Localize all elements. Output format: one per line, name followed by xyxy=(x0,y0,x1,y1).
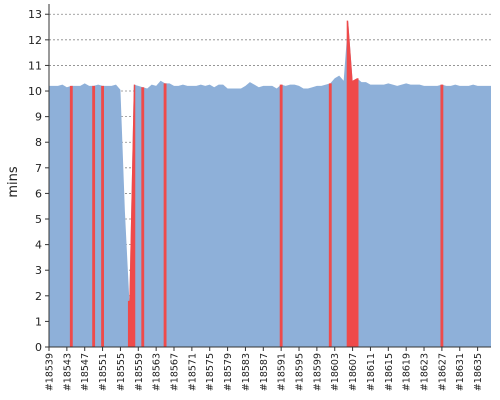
x-tick-label: #18627 xyxy=(437,353,448,391)
x-tick-label: #18563 xyxy=(152,353,163,391)
failed-build-mark xyxy=(141,87,145,347)
x-axis-ticks: #18539 #18543 #18547 #18551 #18555 #18559 #185… xyxy=(45,347,484,391)
x-tick-label: #18559 xyxy=(134,353,145,391)
failed-build-mark xyxy=(101,85,105,347)
duration-area xyxy=(49,20,491,347)
y-tick-label: 6 xyxy=(35,187,42,200)
x-tick-label: #18599 xyxy=(312,353,323,391)
x-tick-label: #18571 xyxy=(187,353,198,391)
area-layer xyxy=(49,20,491,347)
x-tick-label: #18575 xyxy=(205,353,216,391)
x-tick-label: #18555 xyxy=(116,353,127,391)
y-tick-label: 13 xyxy=(28,8,42,21)
y-tick-label: 8 xyxy=(35,136,42,149)
failed-build-mark xyxy=(328,83,332,348)
y-tick-label: 7 xyxy=(35,162,42,175)
failed-build-mark xyxy=(69,85,73,347)
x-tick-label: #18591 xyxy=(277,353,288,391)
failed-build-mark xyxy=(92,85,96,347)
y-tick-label: 11 xyxy=(28,59,42,72)
y-tick-label: 4 xyxy=(35,239,42,252)
x-tick-label: #18579 xyxy=(223,353,234,391)
x-tick-label: #18547 xyxy=(80,353,91,391)
x-tick-label: #18615 xyxy=(384,353,395,391)
failed-build-mark xyxy=(440,84,444,347)
failed-build-mark xyxy=(163,83,167,348)
x-tick-label: #18619 xyxy=(402,353,413,391)
x-tick-label: #18603 xyxy=(330,353,341,391)
failed-build-mark xyxy=(346,20,359,347)
y-tick-label: 1 xyxy=(35,315,42,328)
x-tick-label: #18623 xyxy=(420,353,431,391)
y-tick-label: 12 xyxy=(28,34,42,47)
y-tick-label: 3 xyxy=(35,264,42,277)
x-tick-label: #18595 xyxy=(295,353,306,391)
failed-build-mark xyxy=(127,84,136,347)
x-tick-label: #18587 xyxy=(259,353,270,391)
y-tick-label: 10 xyxy=(28,85,42,98)
x-tick-label: #18551 xyxy=(98,353,109,391)
x-tick-label: #18607 xyxy=(348,353,359,391)
x-tick-label: #18611 xyxy=(366,353,377,391)
x-tick-label: #18635 xyxy=(473,353,484,391)
x-tick-label: #18583 xyxy=(241,353,252,391)
x-tick-label: #18567 xyxy=(170,353,181,391)
x-tick-label: #18543 xyxy=(62,353,73,391)
failed-builds-layer xyxy=(69,20,444,348)
axes xyxy=(48,4,491,348)
y-tick-label: 0 xyxy=(35,341,42,354)
x-tick-label: #18631 xyxy=(455,353,466,391)
failed-build-mark xyxy=(279,84,283,347)
y-tick-label: 2 xyxy=(35,290,42,303)
x-tick-label: #18539 xyxy=(45,353,56,391)
y-tick-label: 9 xyxy=(35,111,42,124)
y-axis-title: mins xyxy=(6,166,21,198)
y-tick-label: 5 xyxy=(35,213,42,226)
